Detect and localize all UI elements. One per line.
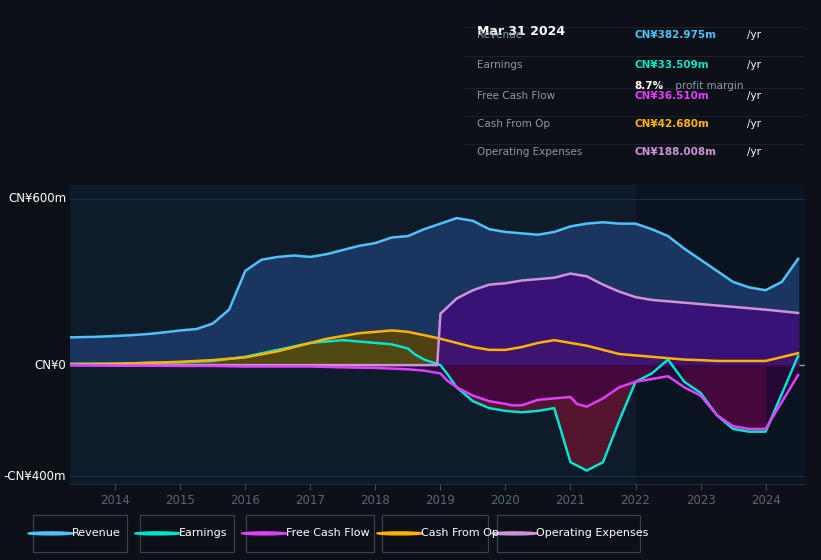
Text: Cash From Op: Cash From Op [478, 119, 551, 129]
Text: Operating Expenses: Operating Expenses [478, 147, 583, 157]
Text: CN¥382.975m: CN¥382.975m [635, 30, 716, 40]
Text: Free Cash Flow: Free Cash Flow [286, 529, 369, 538]
Text: profit margin: profit margin [672, 81, 743, 91]
Text: Operating Expenses: Operating Expenses [536, 529, 649, 538]
Circle shape [135, 532, 181, 535]
Text: /yr: /yr [746, 30, 761, 40]
Text: Cash From Op: Cash From Op [421, 529, 499, 538]
Bar [140, 515, 234, 552]
Text: Revenue: Revenue [72, 529, 121, 538]
Text: Earnings: Earnings [179, 529, 227, 538]
Text: Free Cash Flow: Free Cash Flow [478, 91, 556, 101]
Bar [635, 185, 805, 484]
Text: CN¥33.509m: CN¥33.509m [635, 60, 709, 69]
Circle shape [377, 532, 423, 535]
Circle shape [241, 532, 287, 535]
Text: Mar 31 2024: Mar 31 2024 [478, 25, 566, 38]
Text: CN¥188.008m: CN¥188.008m [635, 147, 716, 157]
Bar [382, 515, 488, 552]
Text: Revenue: Revenue [478, 30, 523, 40]
Text: Earnings: Earnings [478, 60, 523, 69]
Text: CN¥0: CN¥0 [34, 358, 67, 372]
Text: /yr: /yr [746, 119, 761, 129]
Bar [33, 515, 127, 552]
Text: CN¥600m: CN¥600m [8, 192, 67, 205]
Bar [246, 515, 374, 552]
Circle shape [492, 532, 538, 535]
Circle shape [28, 532, 74, 535]
Text: 8.7%: 8.7% [635, 81, 663, 91]
Text: CN¥42.680m: CN¥42.680m [635, 119, 709, 129]
Text: /yr: /yr [746, 91, 761, 101]
Text: /yr: /yr [746, 60, 761, 69]
Text: -CN¥400m: -CN¥400m [3, 470, 67, 483]
Text: /yr: /yr [746, 147, 761, 157]
Bar [497, 515, 640, 552]
Text: CN¥36.510m: CN¥36.510m [635, 91, 709, 101]
